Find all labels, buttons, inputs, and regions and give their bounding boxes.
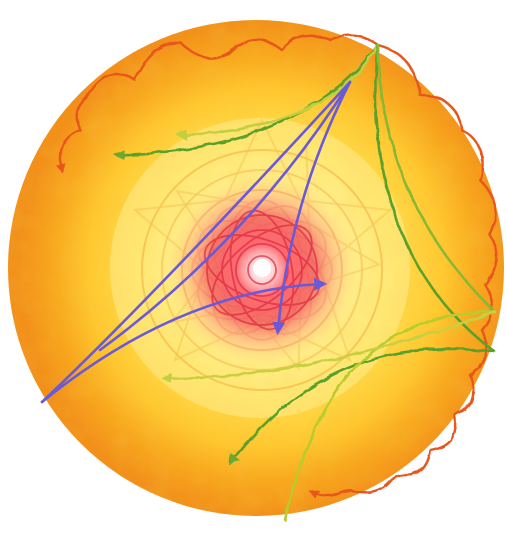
scallop-border (56, 33, 498, 499)
green-curves (113, 43, 497, 522)
purple-lines (40, 80, 352, 404)
